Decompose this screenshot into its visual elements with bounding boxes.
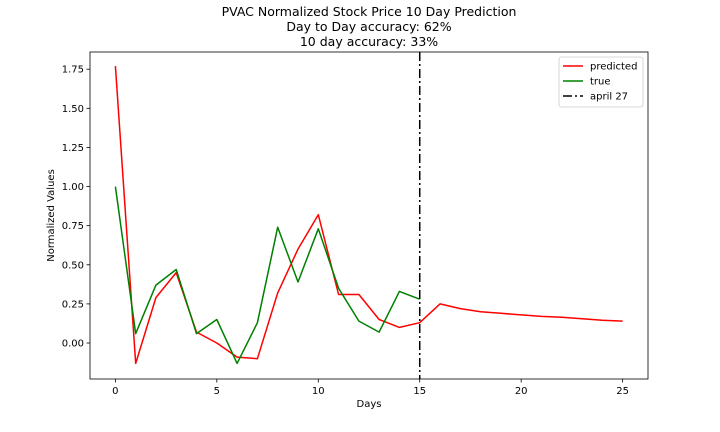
x-tick-label: 25: [616, 386, 629, 397]
x-axis-ticks: 0 5 10 15 20 25: [112, 379, 629, 397]
legend-box: [558, 56, 644, 108]
plot-area: 0 5 10 15 20 25 0.00 0.25 0.50 0.75 1.00 1.25 1.50 1…: [62, 51, 649, 397]
chart-title-line-2: Day to Day accuracy: 62%: [286, 19, 451, 34]
y-tick-label: 0.25: [62, 299, 84, 310]
y-tick-label: 0.75: [62, 221, 84, 232]
y-tick-label: 0.50: [62, 260, 84, 271]
y-tick-label: 1.25: [62, 143, 84, 154]
legend-label: april 27: [590, 92, 628, 103]
x-tick-label: 0: [112, 386, 118, 397]
chart-title: PVAC Normalized Stock Price 10 Day Predi…: [222, 4, 517, 49]
x-tick-label: 15: [413, 386, 426, 397]
y-axis-label: Normalized Values: [46, 169, 57, 262]
x-tick-label: 10: [312, 386, 325, 397]
x-tick-label: 20: [515, 386, 528, 397]
chart-title-line-3: 10 day accuracy: 33%: [300, 34, 438, 49]
series-line-true: [114, 186, 420, 365]
x-axis-label: Days: [357, 399, 382, 410]
y-axis-ticks: 0.00 0.25 0.50 0.75 1.00 1.25 1.50 1.75: [62, 65, 90, 350]
legend-label: true: [590, 77, 611, 88]
plot-frame: [89, 51, 649, 380]
legend-label: predicted: [590, 62, 637, 73]
legend: predicted true april 27: [558, 56, 644, 108]
y-tick-label: 1.50: [62, 104, 84, 115]
y-tick-label: 0.00: [62, 339, 84, 350]
y-tick-label: 1.00: [62, 182, 84, 193]
chart-title-line-1: PVAC Normalized Stock Price 10 Day Predi…: [222, 4, 517, 19]
x-tick-label: 5: [214, 386, 220, 397]
series-layer: [114, 66, 623, 365]
series-line-predicted: [114, 66, 623, 365]
y-tick-label: 1.75: [62, 65, 84, 76]
